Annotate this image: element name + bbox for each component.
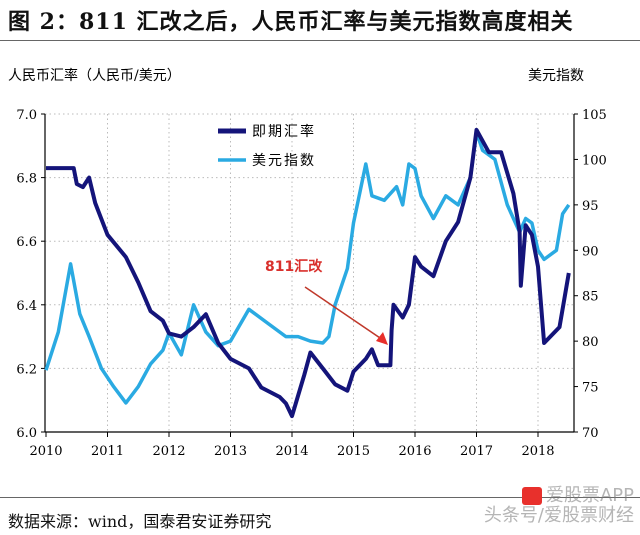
x-tick-label: 2013 <box>214 444 247 459</box>
x-tick-label: 2014 <box>275 444 308 459</box>
right-tick-label: 100 <box>582 153 607 168</box>
x-tick-label: 2015 <box>337 444 370 459</box>
right-axis-title: 美元指数 <box>528 68 584 84</box>
right-tick-label: 75 <box>582 381 599 396</box>
annotation-label: 811汇改 <box>265 258 323 275</box>
source-note: 数据来源：wind，国泰君安证券研究 <box>8 512 272 531</box>
right-tick-label: 90 <box>582 244 599 259</box>
series-line-cny-spot <box>46 127 571 419</box>
x-tick-label: 2011 <box>91 444 124 459</box>
legend-label: 即期汇率 <box>252 123 316 140</box>
chart: 人民币汇率（人民币/美元） 美元指数 6.0 6.2 6.4 6.6 6.8 7.0 70 75 8… <box>8 67 607 459</box>
watermark-logo-icon <box>521 487 542 505</box>
x-tick-label: 2017 <box>460 444 493 459</box>
footer-divider <box>0 497 640 498</box>
figure-title: 图 2：811 汇改之后，人民币汇率与美元指数高度相关 <box>8 9 574 35</box>
left-tick-label: 6.0 <box>16 426 37 441</box>
right-tick-label: 70 <box>582 426 599 441</box>
series-line-usd-index <box>44 130 571 405</box>
annotation-arrow <box>304 286 384 341</box>
right-tick-label: 85 <box>582 290 599 305</box>
x-tick-label: 2010 <box>29 444 62 459</box>
right-tick-label: 95 <box>582 199 599 214</box>
right-tick-label: 80 <box>582 335 599 350</box>
x-tick-label: 2012 <box>152 444 185 459</box>
left-tick-label: 6.6 <box>16 235 37 250</box>
title-divider <box>0 40 640 41</box>
x-tick-label: 2016 <box>398 444 431 459</box>
left-tick-label: 6.2 <box>16 362 37 377</box>
left-tick-label: 7.0 <box>16 108 37 123</box>
left-tick-label: 6.4 <box>16 299 37 314</box>
left-axis-title: 人民币汇率（人民币/美元） <box>8 67 181 84</box>
x-tick-label: 2018 <box>521 444 554 459</box>
arrowhead-icon <box>376 332 388 345</box>
legend-label: 美元指数 <box>252 153 316 169</box>
watermark: 爱股票APP 头条号/爱股票财经 <box>483 485 634 526</box>
right-tick-label: 105 <box>582 108 607 123</box>
left-tick-label: 6.8 <box>16 172 37 187</box>
